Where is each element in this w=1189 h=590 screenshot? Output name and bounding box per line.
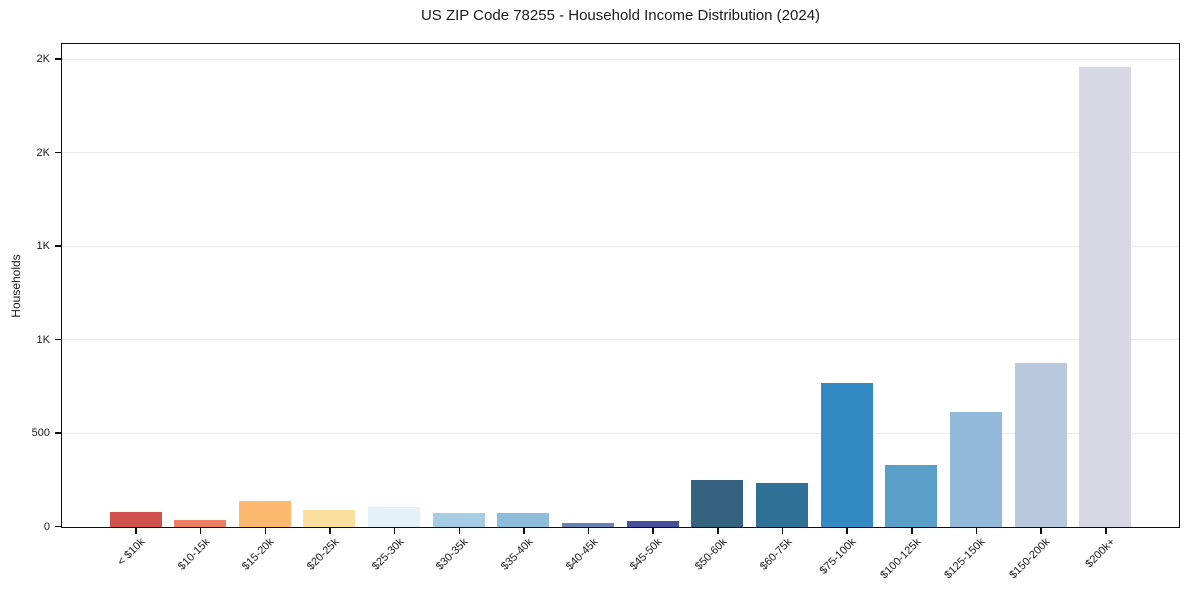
x-tick-mark	[523, 528, 525, 534]
x-tick-mark	[911, 528, 913, 534]
y-axis-label: Households	[9, 254, 23, 318]
bar-20-25k	[303, 510, 356, 527]
y-tick-label: 2K	[36, 146, 50, 159]
bar-50-60k	[691, 480, 744, 527]
y-tick-mark	[55, 151, 61, 154]
bar-45-50k	[626, 521, 679, 527]
bar-75-100k	[820, 383, 873, 527]
x-tick-mark	[393, 528, 396, 534]
gridline	[62, 58, 1179, 60]
x-tick-mark	[1040, 528, 1042, 534]
x-tick-mark	[846, 528, 848, 534]
bar-15-20k	[238, 501, 291, 527]
y-tick-mark	[55, 245, 61, 247]
bar-10k	[109, 512, 162, 527]
x-tick-mark	[199, 528, 202, 534]
x-tick-mark	[781, 528, 784, 534]
x-tick-mark	[652, 528, 654, 534]
x-tick-mark	[975, 528, 978, 534]
y-tick-label: 0	[43, 520, 50, 533]
y-tick-mark	[55, 525, 61, 528]
bar-30-35k	[432, 513, 485, 527]
y-tick-mark	[55, 338, 61, 341]
bar-10-15k	[174, 520, 227, 527]
x-tick-label: < $10k	[115, 536, 148, 569]
bar-25-30k	[368, 506, 421, 527]
bar-200k	[1079, 66, 1132, 527]
x-tick-mark	[264, 528, 267, 534]
bar-35-40k	[497, 512, 550, 527]
y-tick-mark	[55, 58, 61, 60]
gridline	[62, 432, 1179, 434]
x-tick-mark	[135, 528, 137, 534]
bar-150-200k	[1014, 363, 1067, 527]
gridline	[62, 245, 1179, 247]
plot-area	[61, 43, 1180, 528]
y-tick-label: 2K	[36, 53, 50, 65]
bar-100-125k	[885, 465, 938, 527]
y-tick-mark	[55, 432, 61, 434]
x-tick-mark	[329, 528, 331, 534]
gridline	[62, 339, 1179, 340]
gridline	[62, 152, 1179, 153]
bar-40-45k	[562, 522, 615, 527]
y-tick-label: 500	[31, 427, 50, 439]
bar-125-150k	[949, 412, 1002, 527]
x-tick-mark	[458, 528, 460, 534]
x-tick-mark	[717, 528, 719, 534]
chart-title: US ZIP Code 78255 - Household Income Dis…	[420, 7, 821, 24]
y-tick-label: 1K	[36, 240, 50, 252]
y-tick-label: 1K	[36, 333, 50, 346]
x-tick-mark	[1105, 528, 1107, 534]
x-tick-mark	[587, 528, 590, 534]
bar-60-75k	[756, 482, 808, 527]
